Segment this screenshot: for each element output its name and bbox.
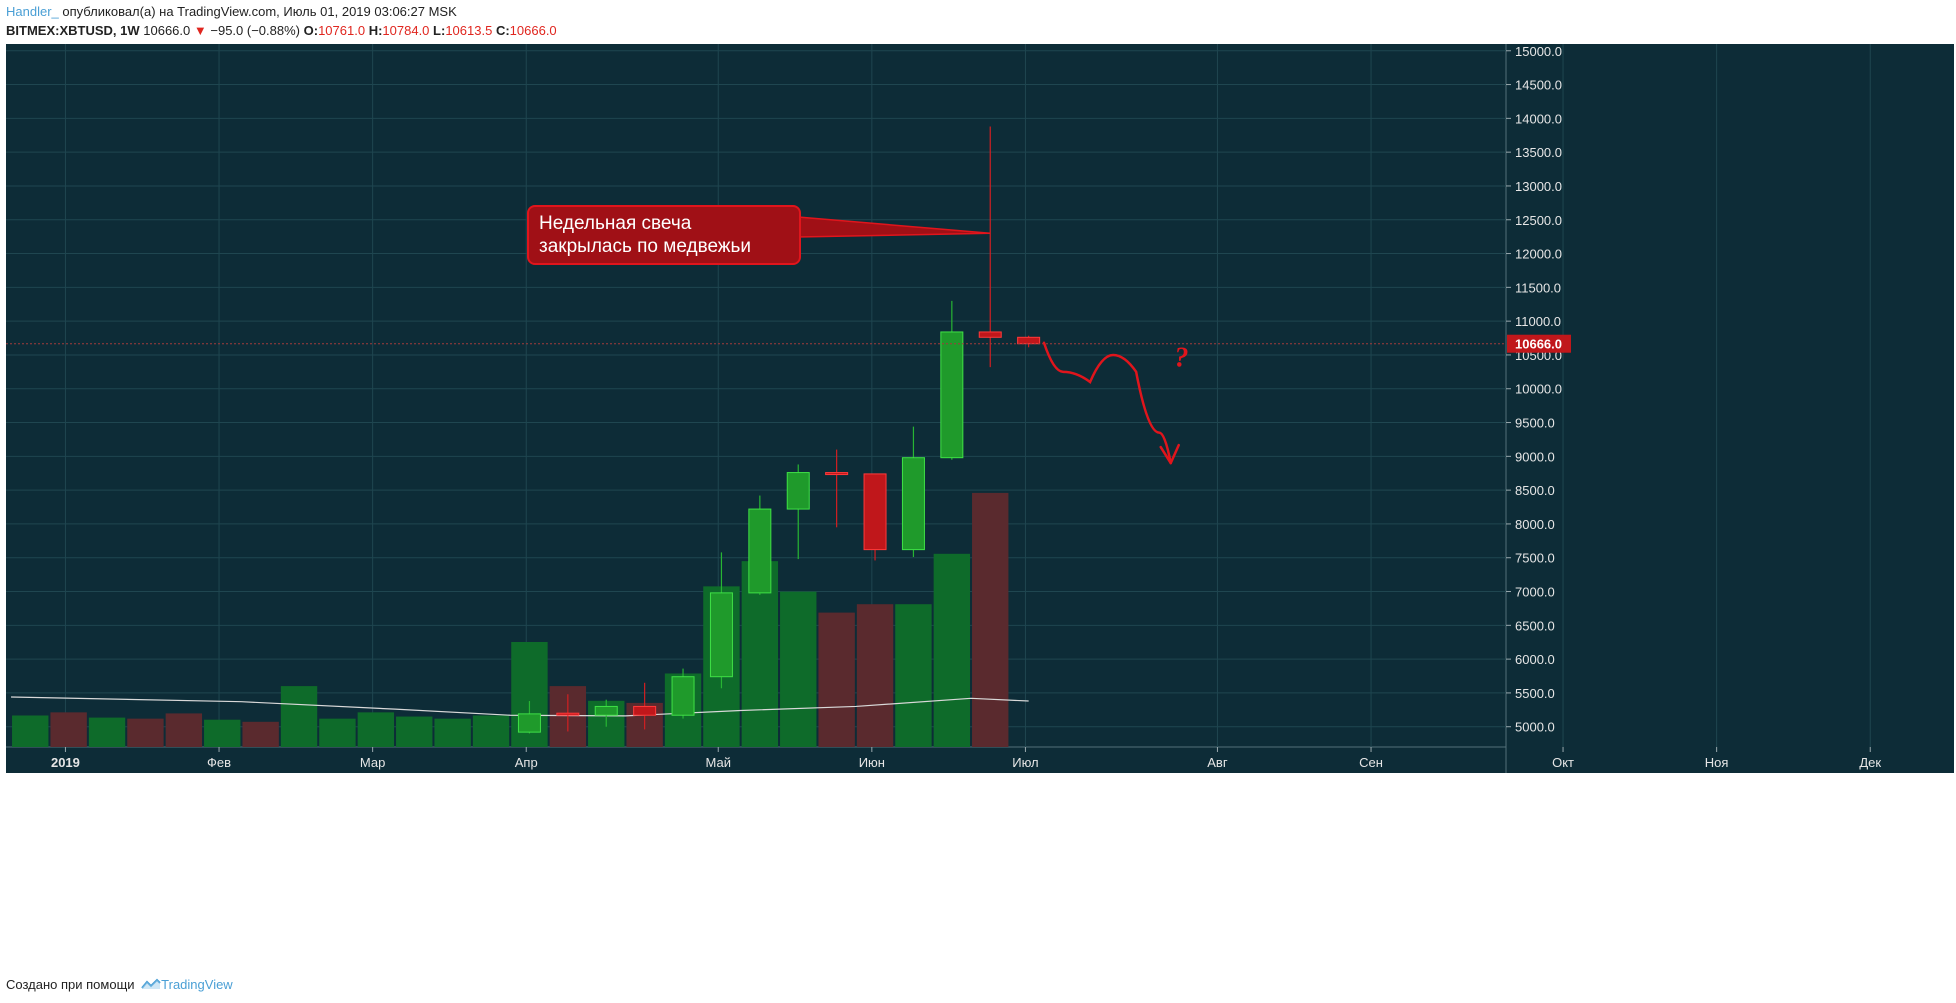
last-price: 10666.0 (143, 23, 191, 38)
price-tick-label: 6000.0 (1515, 652, 1555, 667)
time-tick-label: Ноя (1705, 755, 1729, 770)
candle-body[interactable] (594, 705, 618, 716)
price-tick-label: 10000.0 (1515, 382, 1562, 397)
open-label: O: (303, 23, 319, 38)
volume-bar (780, 591, 817, 747)
volume-bar (933, 553, 971, 747)
volume-bar (127, 718, 164, 747)
candle-body[interactable] (633, 705, 657, 716)
high-value: 10784.0 (382, 23, 430, 38)
forecast-arrowhead-icon (1159, 443, 1180, 465)
forecast-path (1042, 341, 1172, 465)
volume-bar (895, 604, 932, 747)
price-tick-label: 6500.0 (1515, 618, 1555, 633)
time-tick-label: Сен (1359, 755, 1383, 770)
price-tick-label: 12000.0 (1515, 247, 1562, 262)
chart-header: Handler_ опубликовал(а) на TradingView.c… (6, 4, 557, 39)
price-tick-label: 5500.0 (1515, 686, 1555, 701)
candle-body[interactable] (901, 457, 925, 551)
price-tick-label: 9500.0 (1515, 416, 1555, 431)
price-chart[interactable]: 5000.0 5500.0 6000.0 6500.0 7000.0 7500.0 8000… (0, 42, 1956, 970)
volume-bar (357, 712, 395, 747)
candle-body[interactable] (1017, 336, 1041, 345)
time-tick-label: Мар (360, 755, 385, 770)
callout-text-line2: закрылась по медвежьи (539, 236, 751, 257)
candle-body[interactable] (825, 472, 849, 476)
volume-bar (165, 713, 203, 747)
question-mark: ? (1175, 342, 1189, 373)
price-axis-background (1506, 44, 1954, 773)
price-tick-label: 5000.0 (1515, 720, 1555, 735)
close-value: 10666.0 (509, 23, 557, 38)
candle-body[interactable] (978, 331, 1002, 338)
ohlc-line: BITMEX:XBTUSD, 1W 10666.0 ▼ −95.0 (−0.88… (6, 23, 557, 39)
volume-bar (434, 718, 471, 747)
price-tick-label: 12500.0 (1515, 213, 1562, 228)
volume-bar (818, 612, 855, 747)
volume-bar (396, 716, 433, 747)
price-tick-label: 13000.0 (1515, 179, 1562, 194)
volume-bar (972, 492, 1009, 747)
low-value: 10613.5 (445, 23, 493, 38)
time-tick-label: Дек (1859, 755, 1881, 770)
volume-bar (319, 718, 356, 747)
close-label: C: (495, 23, 510, 38)
tradingview-logo-icon[interactable] (141, 978, 161, 993)
symbol-label[interactable]: BITMEX:XBTUSD, 1W (6, 23, 140, 38)
down-triangle-icon: ▼ (193, 23, 207, 38)
time-tick-label: Июл (1012, 755, 1038, 770)
moving-average-line (11, 696, 1029, 717)
price-tick-label: 11500.0 (1515, 280, 1561, 295)
price-tick-label: 11000.0 (1515, 314, 1561, 329)
price-tick-label: 13500.0 (1515, 145, 1562, 160)
author-link[interactable]: Handler_ (6, 4, 59, 19)
candle-body[interactable] (786, 472, 810, 510)
low-label: L: (433, 23, 446, 38)
volume-bar (204, 719, 241, 747)
callout-text-line1: Недельная свеча (539, 213, 692, 234)
volume-bar (50, 712, 87, 747)
high-label: H: (368, 23, 383, 38)
time-tick-label: Апр (515, 755, 538, 770)
time-tick-label: Май (706, 755, 731, 770)
volume-bar (12, 715, 49, 747)
time-tick-label: Окт (1552, 755, 1574, 770)
price-tick-label: 15000.0 (1515, 44, 1562, 59)
volume-bar (472, 715, 510, 747)
price-tick-label: 8000.0 (1515, 517, 1555, 532)
current-price-label: 10666.0 (1515, 337, 1562, 352)
publish-line: Handler_ опубликовал(а) на TradingView.c… (6, 4, 557, 20)
price-tick-label: 7000.0 (1515, 585, 1555, 600)
volume-bar (280, 686, 318, 747)
candle-body[interactable] (709, 592, 733, 678)
callout-box[interactable] (527, 205, 801, 265)
price-tick-label: 9000.0 (1515, 449, 1555, 464)
current-price-badge (1507, 334, 1571, 353)
price-tick-label: 14000.0 (1515, 111, 1562, 126)
time-tick-label: Июн (859, 755, 885, 770)
footer: Создано при помощи TradingView (6, 977, 233, 993)
candle-body[interactable] (940, 331, 964, 459)
candle-body[interactable] (517, 713, 541, 733)
candle-body[interactable] (748, 508, 772, 594)
candle-body[interactable] (556, 712, 580, 716)
price-tick-label: 14500.0 (1515, 78, 1562, 93)
candle-body[interactable] (671, 676, 695, 716)
volume-bar (242, 721, 279, 747)
candle-body[interactable] (863, 473, 887, 551)
price-tick-label: 7500.0 (1515, 551, 1555, 566)
open-value: 10761.0 (318, 23, 366, 38)
price-tick-label: 8500.0 (1515, 483, 1555, 498)
volume-bar (856, 604, 894, 747)
volume-bar (88, 717, 126, 747)
time-tick-label: Фев (207, 755, 231, 770)
created-with-text: Создано при помощи (6, 977, 135, 992)
price-change: −95.0 (−0.88%) (210, 23, 300, 38)
published-text: опубликовал(а) на TradingView.com, Июль … (58, 4, 457, 19)
time-tick-label: 2019 (51, 755, 80, 770)
tradingview-link[interactable]: TradingView (161, 977, 233, 992)
time-tick-label: Авг (1207, 755, 1228, 770)
